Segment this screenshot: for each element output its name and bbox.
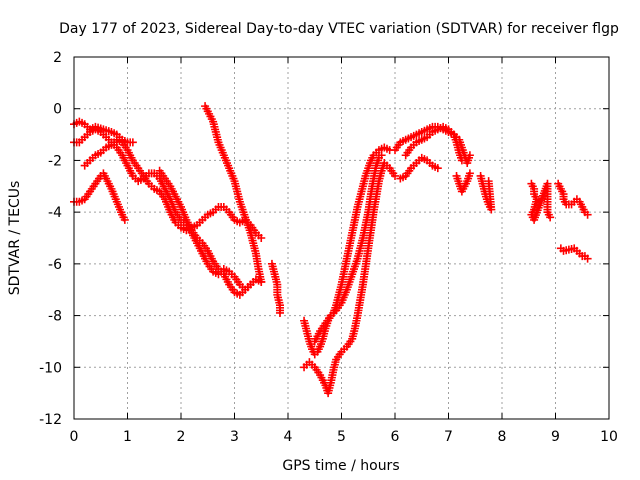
x-tick-label: 1 bbox=[123, 429, 132, 445]
x-tick-label: 10 bbox=[600, 429, 618, 445]
x-tick-label: 6 bbox=[391, 429, 400, 445]
data-point bbox=[257, 277, 266, 286]
series-o bbox=[476, 171, 496, 214]
data-point bbox=[583, 210, 592, 219]
y-tick-label: 0 bbox=[53, 102, 62, 118]
y-axis-label: SDTVAR / TECUs bbox=[7, 181, 23, 296]
x-tick-label: 5 bbox=[337, 429, 346, 445]
series-m bbox=[401, 122, 466, 165]
data-point bbox=[120, 215, 129, 224]
y-tick-label: 2 bbox=[53, 50, 62, 66]
series-h bbox=[300, 143, 394, 359]
grid-lines bbox=[74, 57, 609, 419]
chart-title: Day 177 of 2023, Sidereal Day-to-day VTE… bbox=[59, 21, 619, 37]
x-tick-label: 4 bbox=[284, 429, 293, 445]
data-markers bbox=[70, 102, 592, 398]
x-tick-label: 2 bbox=[177, 429, 186, 445]
y-tick-label: -2 bbox=[48, 153, 62, 169]
data-point bbox=[465, 151, 474, 160]
plot-frame bbox=[73, 56, 610, 420]
series-f bbox=[201, 102, 266, 286]
data-point bbox=[377, 151, 386, 160]
data-point bbox=[257, 234, 266, 242]
data-point bbox=[128, 138, 137, 147]
x-tick-label: 3 bbox=[230, 429, 239, 445]
data-point bbox=[465, 169, 474, 178]
x-axis-label: GPS time / hours bbox=[282, 458, 399, 474]
y-tick-label: -10 bbox=[39, 360, 62, 376]
series-q bbox=[554, 179, 592, 219]
data-point bbox=[583, 254, 592, 263]
series-n bbox=[452, 169, 474, 196]
x-tick-label: 9 bbox=[551, 429, 560, 445]
data-point bbox=[246, 280, 255, 289]
data-point bbox=[433, 164, 442, 173]
series-r bbox=[556, 244, 592, 263]
series-g bbox=[267, 259, 284, 317]
series-e bbox=[155, 166, 255, 299]
series-d bbox=[70, 169, 129, 224]
x-tick-label: 0 bbox=[70, 429, 79, 445]
y-tick-label: -12 bbox=[39, 412, 62, 428]
data-point bbox=[275, 308, 284, 317]
data-point bbox=[391, 171, 399, 180]
y-tick-label: -4 bbox=[48, 205, 62, 221]
series-p bbox=[527, 179, 555, 224]
series-j bbox=[310, 151, 386, 346]
y-tick-label: -8 bbox=[48, 309, 62, 325]
x-tick-label: 7 bbox=[444, 429, 453, 445]
data-point bbox=[457, 156, 466, 165]
data-point bbox=[546, 213, 555, 222]
x-axis-ticks: 0 1 2 3 4 5 6 7 8 9 10 bbox=[70, 57, 618, 445]
x-tick-label: 8 bbox=[498, 429, 507, 445]
y-tick-label: -6 bbox=[48, 257, 62, 273]
series-k bbox=[396, 153, 442, 183]
y-axis-ticks: -12 -10 -8 -6 -4 -2 0 2 bbox=[39, 50, 609, 428]
data-point bbox=[484, 177, 493, 186]
